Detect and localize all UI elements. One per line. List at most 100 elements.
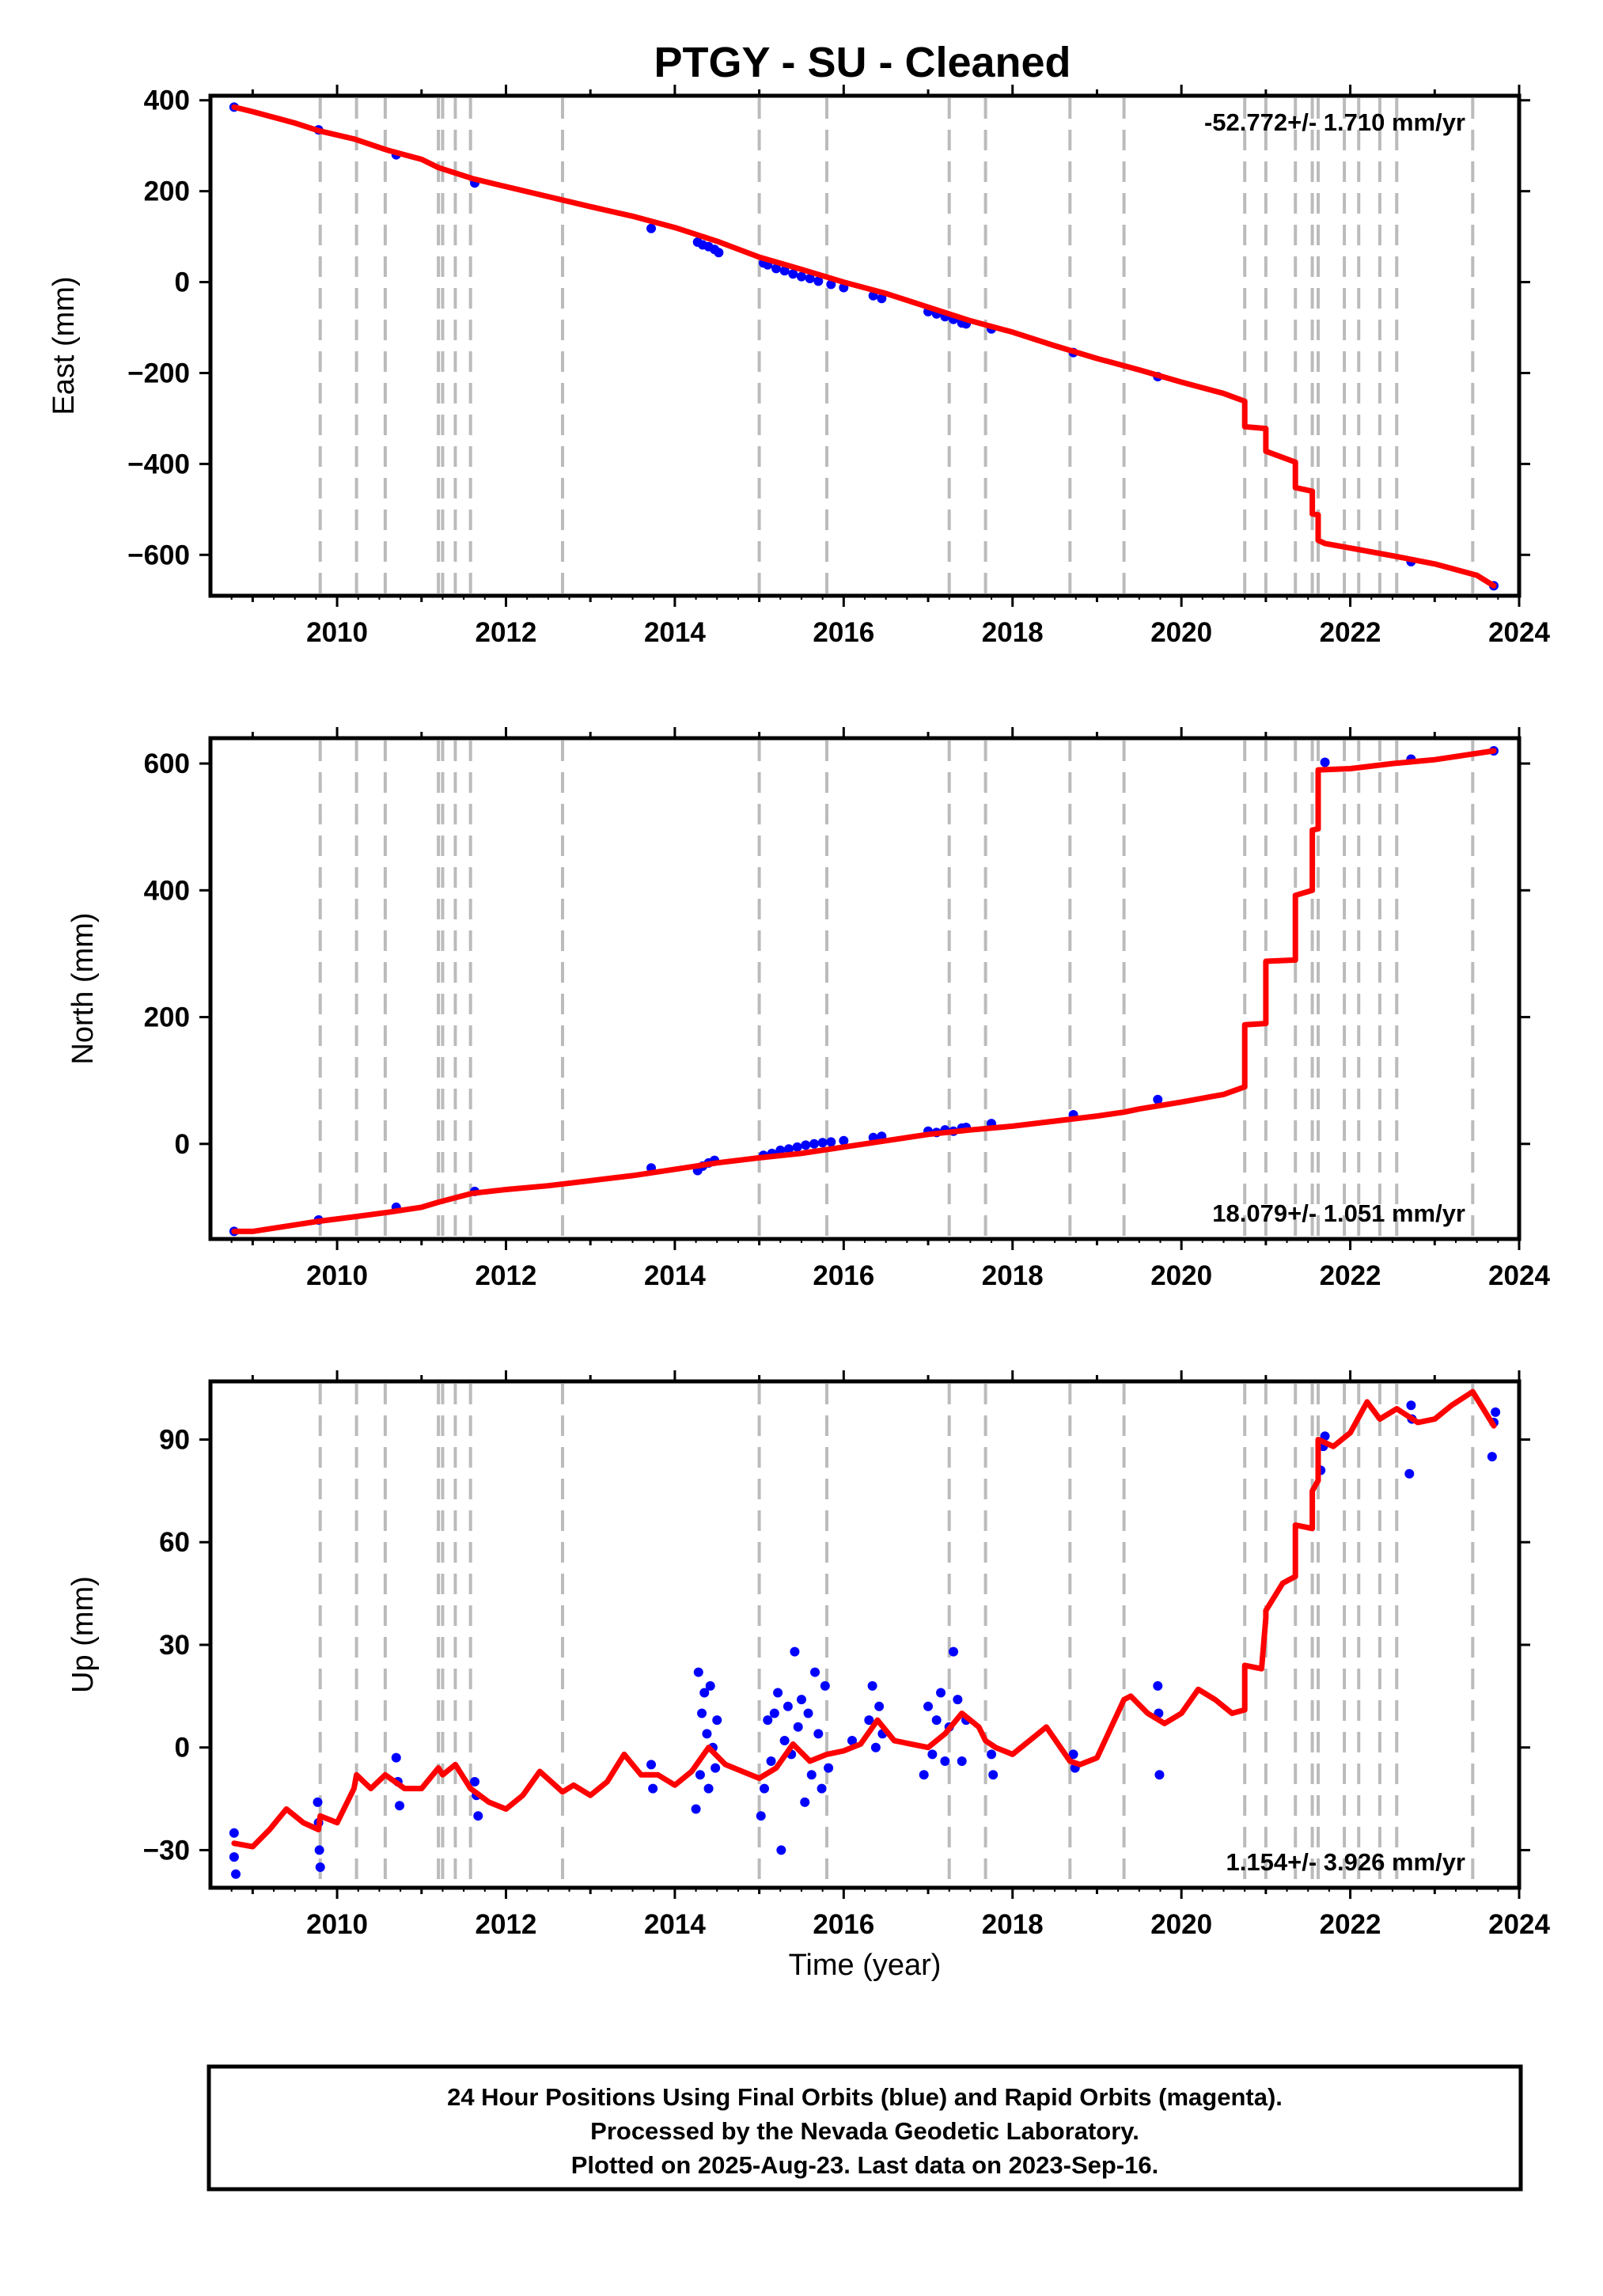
observation-point	[779, 1736, 790, 1746]
observation-point	[697, 1708, 707, 1718]
x-tick-label: 2018	[982, 1909, 1044, 1940]
y-tick-label: 0	[175, 1733, 190, 1764]
x-tick-label: 2024	[1488, 1260, 1550, 1291]
observation-point	[314, 1845, 324, 1855]
observation-point	[1404, 1468, 1415, 1479]
observation-point	[699, 1688, 710, 1698]
observation-point	[705, 1680, 715, 1691]
plot-frame	[208, 93, 1522, 598]
observation-point	[847, 1736, 857, 1746]
observation-point	[870, 1742, 881, 1752]
y-tick-label: 0	[175, 1129, 190, 1160]
x-tick-label: 2010	[306, 1909, 368, 1940]
x-tick-label: 2018	[982, 1260, 1044, 1291]
x-tick-label: 2012	[476, 1260, 537, 1291]
observation-point	[711, 1763, 721, 1773]
y-tick-label: 600	[144, 748, 190, 779]
y-tick-label: −600	[127, 540, 190, 570]
observation-point	[395, 1801, 405, 1811]
y-tick-label: 400	[144, 875, 190, 906]
x-tick-label: 2022	[1320, 1260, 1381, 1291]
observation-point	[229, 1852, 239, 1862]
observation-point	[953, 1695, 963, 1705]
x-tick-label: 2012	[476, 1909, 537, 1940]
y-tick-label: −200	[127, 358, 190, 388]
observation-point	[1068, 1749, 1078, 1760]
y-tick-label: 200	[144, 176, 190, 207]
y-tick-label: 90	[159, 1425, 190, 1456]
footer-line-processed: Processed by the Nevada Geodetic Laborat…	[590, 2117, 1139, 2145]
observation-point	[1153, 1094, 1163, 1104]
x-tick-label: 2016	[813, 1260, 874, 1291]
x-tick-label: 2024	[1488, 617, 1550, 648]
observation-point	[229, 1828, 239, 1838]
observation-point	[949, 1646, 959, 1657]
x-tick-label: 2022	[1320, 1909, 1381, 1940]
observation-point	[763, 1715, 773, 1726]
model-line	[231, 748, 1497, 1234]
x-tick-label: 2024	[1488, 1909, 1550, 1940]
observation-point	[800, 1797, 810, 1807]
observation-point	[813, 276, 824, 286]
observation-point	[1487, 1452, 1497, 1462]
observation-point	[646, 223, 657, 233]
y-tick-label: −30	[143, 1835, 190, 1866]
observation-point	[783, 1144, 794, 1154]
x-tick-label: 2014	[644, 617, 706, 648]
observation-point	[801, 1140, 811, 1150]
observation-point	[805, 273, 815, 283]
y-axis-label: Up (mm)	[66, 1576, 100, 1693]
observation-point	[231, 1869, 241, 1879]
plot-frame	[208, 1379, 1522, 1890]
observation-point	[919, 1770, 929, 1780]
x-tick-label: 2010	[306, 1260, 368, 1291]
plot-frame	[208, 736, 1522, 1241]
x-tick-label: 2010	[306, 617, 368, 648]
observation-point	[470, 1776, 480, 1786]
observation-point	[756, 1811, 766, 1821]
up-panel: 2010 2012 2014 2016 2018 2020 2022 2024 −30 0 30 60…	[66, 1370, 1550, 1982]
observation-point	[923, 1701, 934, 1711]
y-axis-label: North (mm)	[66, 912, 100, 1064]
observation-point	[473, 1811, 483, 1821]
observation-point	[867, 1680, 877, 1691]
observation-point	[813, 1729, 824, 1739]
observation-point	[810, 1667, 820, 1677]
velocity-label: -52.772+/- 1.710 mm/yr	[1204, 108, 1465, 136]
observation-point	[792, 1142, 802, 1152]
x-tick-label: 2012	[476, 617, 537, 648]
observation-point	[826, 279, 836, 290]
observation-point	[776, 1845, 786, 1855]
observation-point	[931, 1715, 942, 1726]
footer-box: 24 Hour Positions Using Final Orbits (bl…	[207, 2064, 1523, 2192]
y-tick-label: 0	[175, 267, 190, 298]
observation-point	[783, 1701, 793, 1711]
x-tick-label: 2020	[1150, 1260, 1212, 1291]
observation-point	[796, 1695, 806, 1705]
observation-point	[1153, 1680, 1163, 1691]
x-tick-label: 2022	[1320, 617, 1381, 648]
observation-point	[864, 1715, 874, 1726]
observation-point	[646, 1760, 657, 1770]
observation-point	[788, 269, 798, 279]
observation-point	[817, 1138, 828, 1148]
y-tick-label: −400	[127, 449, 190, 479]
observation-point	[779, 266, 790, 276]
observation-point	[391, 1752, 401, 1763]
observation-point	[313, 1797, 323, 1807]
velocity-label: 18.079+/- 1.051 mm/yr	[1212, 1199, 1465, 1227]
observation-point	[695, 1770, 705, 1780]
observation-point	[771, 263, 781, 274]
footer-line-orbits: 24 Hour Positions Using Final Orbits (bl…	[447, 2083, 1283, 2111]
observation-point	[796, 271, 806, 282]
x-tick-label: 2020	[1150, 1909, 1212, 1940]
observation-point	[315, 1862, 325, 1873]
observation-point	[839, 1135, 849, 1146]
observation-point	[648, 1783, 658, 1794]
observation-point	[790, 1646, 800, 1657]
observation-point	[703, 1783, 714, 1794]
observation-point	[988, 1770, 999, 1780]
observation-point	[927, 1749, 938, 1760]
model-line	[231, 1389, 1497, 1850]
